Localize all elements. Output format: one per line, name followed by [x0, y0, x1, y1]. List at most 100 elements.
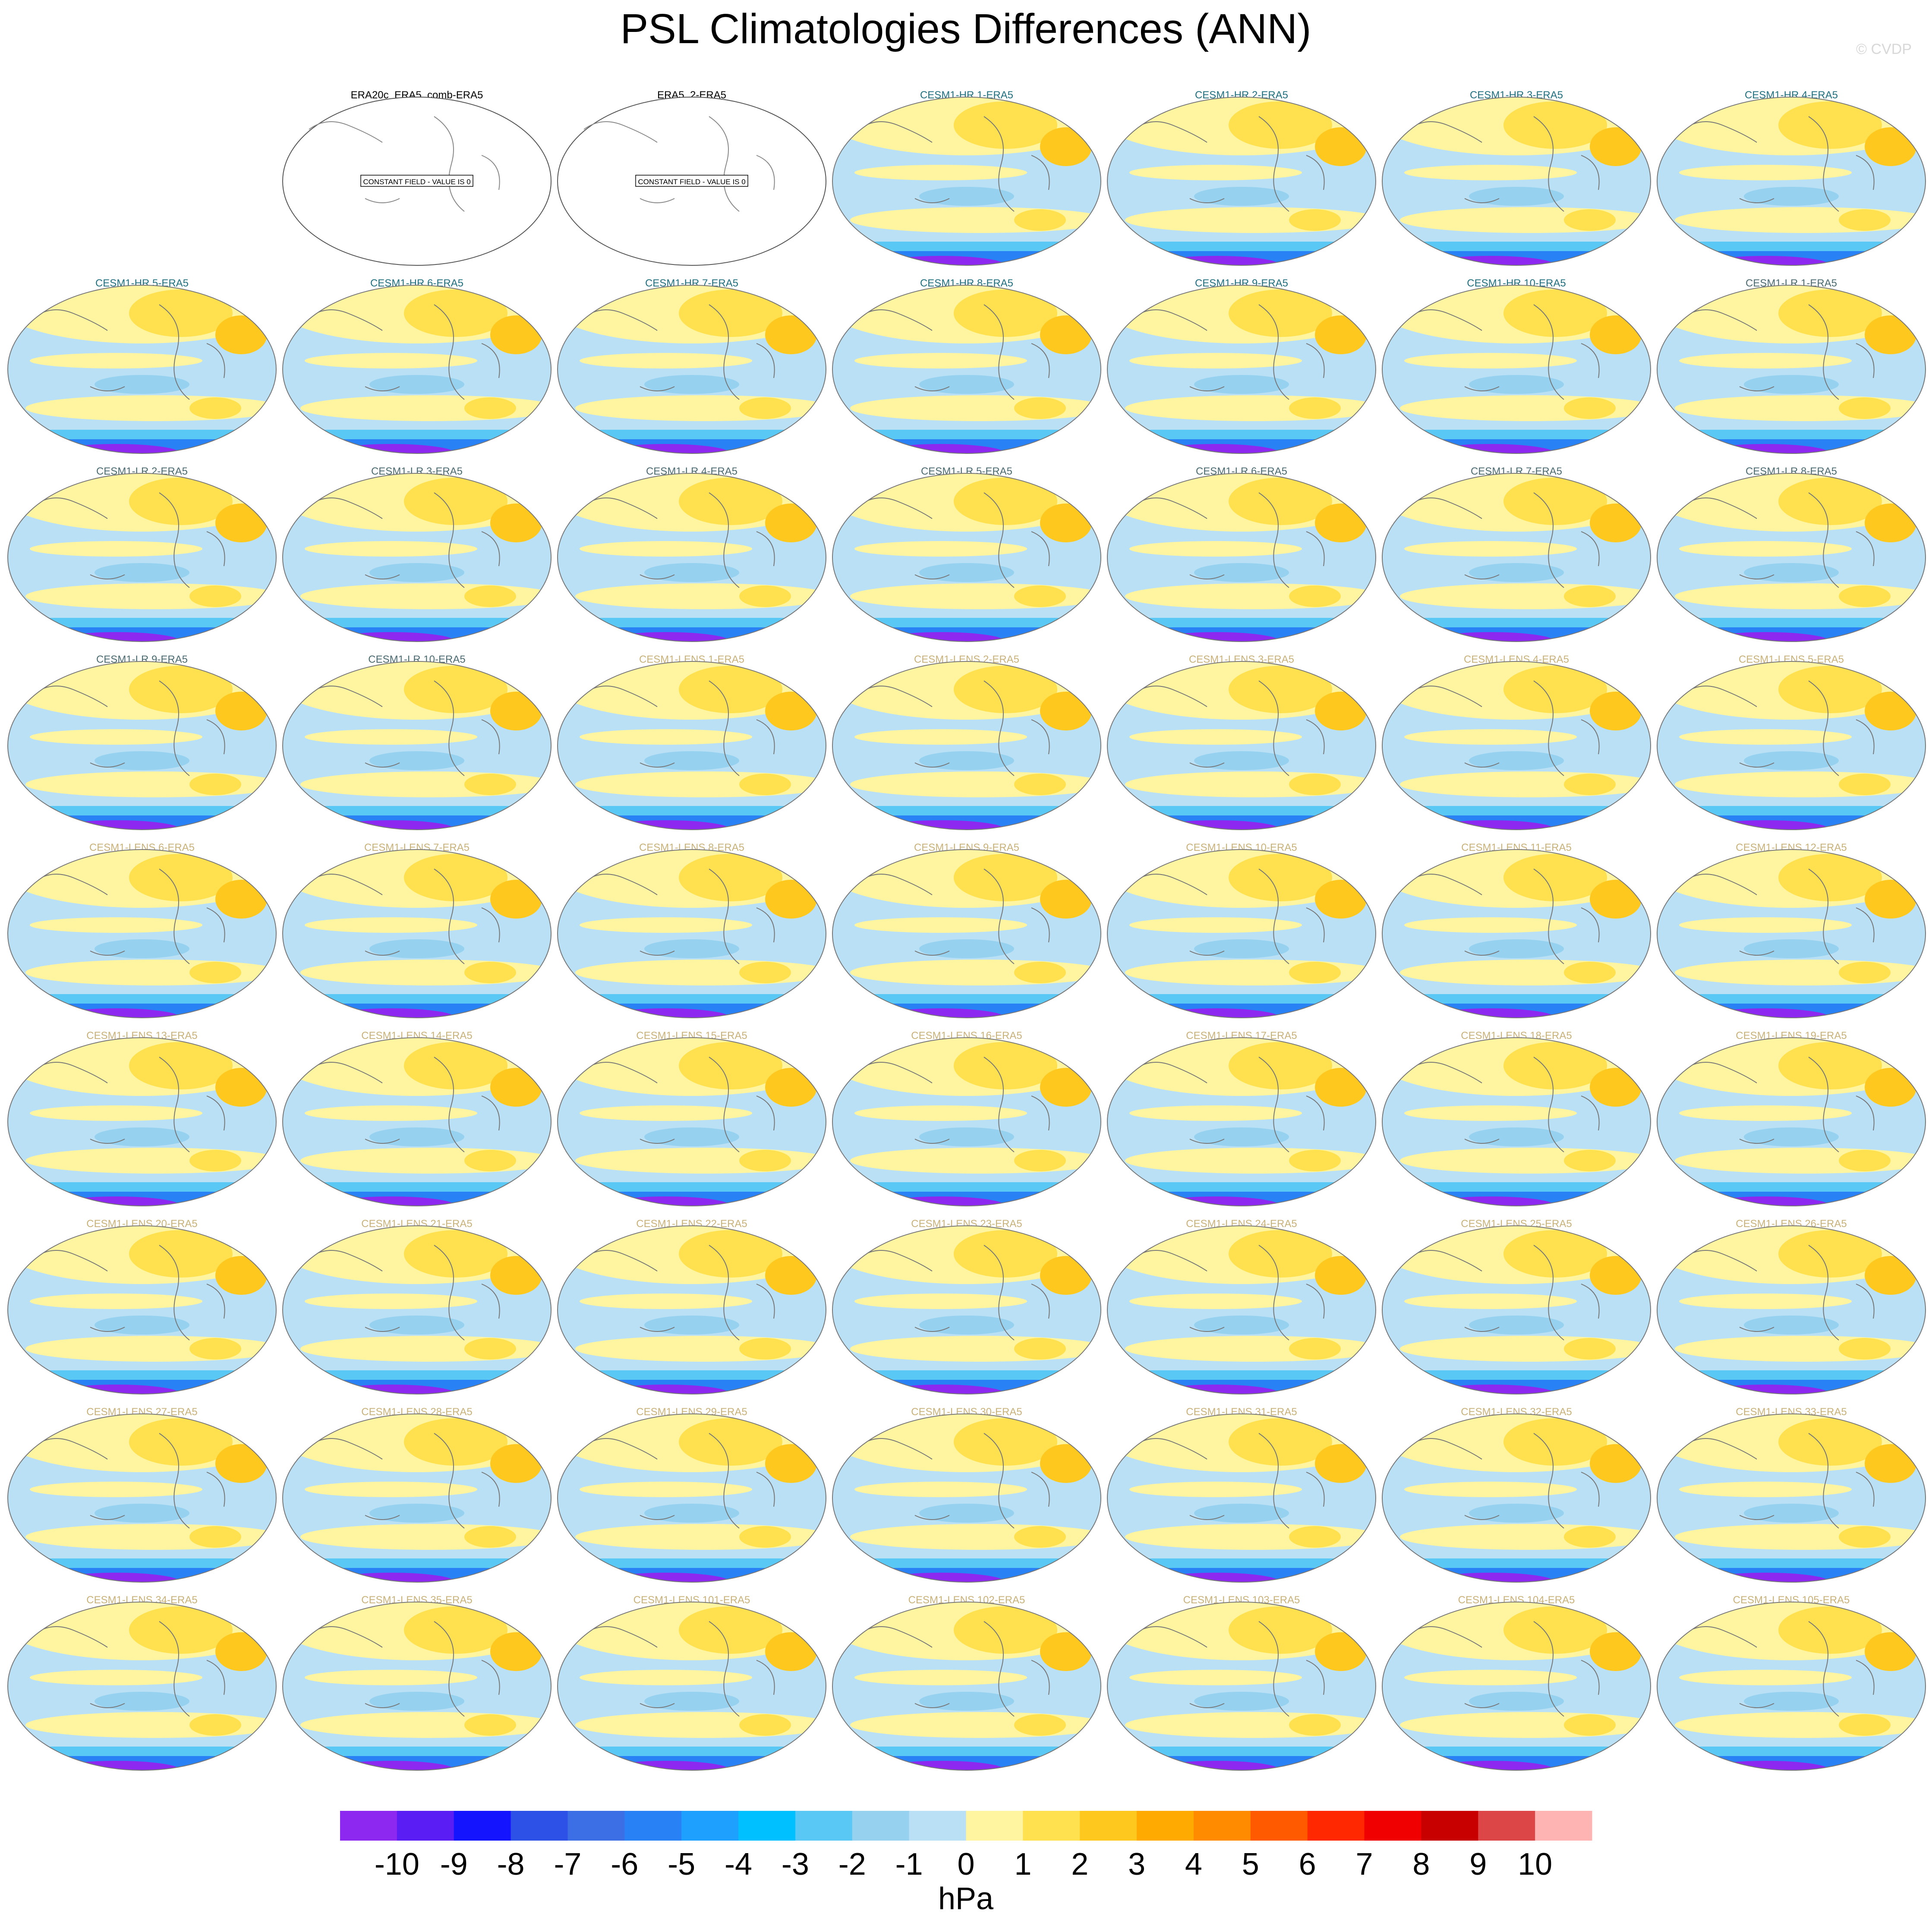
field-high — [129, 1606, 233, 1654]
field-pole — [1426, 1573, 1555, 1582]
map-panel: CESM1-LENS 24-ERA5 — [1107, 1218, 1376, 1394]
field-high — [129, 478, 233, 525]
colorbar-tick-label: -9 — [440, 1847, 468, 1882]
field-high — [954, 478, 1057, 525]
field-high — [679, 854, 782, 901]
field-high — [765, 504, 817, 542]
field-high — [1040, 692, 1092, 730]
field-band — [300, 1148, 551, 1174]
field-band — [850, 960, 1101, 985]
field-high — [1590, 1068, 1642, 1107]
coastlines — [309, 116, 500, 212]
field-high — [1503, 666, 1607, 713]
field — [1657, 1414, 1926, 1582]
field-high — [1315, 315, 1367, 354]
coastlines — [34, 492, 225, 588]
field-band — [1679, 541, 1852, 557]
field-high — [1315, 880, 1367, 919]
field — [283, 1414, 551, 1582]
field-high — [404, 1606, 507, 1654]
field — [1107, 1602, 1376, 1770]
field — [8, 1038, 276, 1206]
field-band — [1125, 395, 1376, 421]
globe-outline — [7, 473, 277, 642]
field-band — [1675, 207, 1926, 233]
globe-outline — [7, 849, 277, 1018]
field-band — [30, 1670, 202, 1685]
colorbar-tick-label: 1 — [1014, 1847, 1031, 1882]
globe-outline — [1382, 661, 1651, 830]
field-high — [765, 315, 817, 354]
map-panel: CESM1-LENS 9-ERA5 — [832, 842, 1101, 1018]
field-high — [1315, 504, 1367, 542]
field — [1382, 1226, 1651, 1394]
globe-outline — [1657, 1225, 1926, 1394]
field — [1657, 1038, 1926, 1206]
field-high — [1229, 1042, 1332, 1089]
map-panel: CESM1-LENS 18-ERA5 — [1382, 1030, 1651, 1206]
field-pole — [601, 820, 731, 830]
coastlines — [1683, 869, 1875, 964]
colorbar-box — [1137, 1811, 1194, 1841]
field-high — [1014, 962, 1066, 983]
field — [832, 850, 1101, 1018]
field-high — [1839, 209, 1891, 231]
globe — [832, 1037, 1101, 1206]
field-high — [954, 290, 1057, 337]
field-high — [129, 854, 233, 901]
field-pole — [1151, 1196, 1280, 1206]
field-high — [765, 692, 817, 730]
globe-outline — [7, 661, 277, 830]
globe — [1382, 849, 1651, 1018]
map-panel: CESM1-LENS 11-ERA5 — [1382, 842, 1651, 1018]
field-band — [25, 1148, 276, 1174]
map-panel: CESM1-LR 10-ERA5 — [282, 654, 552, 830]
field-pole — [601, 632, 731, 642]
field-high — [1839, 962, 1891, 983]
map-panel: CESM1-LENS 31-ERA5 — [1107, 1406, 1376, 1583]
field-band — [1125, 1524, 1376, 1550]
globe — [1382, 285, 1651, 454]
field-pole — [876, 1385, 1005, 1394]
field-high — [1014, 1526, 1066, 1548]
field-high — [464, 1526, 516, 1548]
field-high — [739, 1714, 791, 1736]
map-panel: CESM1-LENS 34-ERA5 — [7, 1594, 277, 1771]
field-high — [1590, 127, 1642, 166]
colorbar-tick-label: 9 — [1469, 1847, 1487, 1882]
globe-outline — [1107, 473, 1376, 642]
globe-outline — [1107, 1037, 1376, 1206]
coastlines — [1408, 680, 1600, 776]
field — [1107, 1226, 1376, 1394]
field-high — [1865, 504, 1916, 542]
field-band — [25, 1524, 276, 1550]
map-panel: CESM1-LENS 1-ERA5 — [557, 654, 826, 830]
field-band — [580, 1670, 752, 1685]
field-band — [1129, 729, 1302, 745]
field-high — [464, 397, 516, 419]
field-high — [1315, 1632, 1367, 1671]
field-high — [1014, 774, 1066, 795]
field — [8, 1602, 276, 1770]
globe — [7, 1602, 277, 1771]
field-pole — [876, 444, 1005, 453]
field — [8, 285, 276, 453]
globe-outline — [1107, 849, 1376, 1018]
globe-outline — [1107, 1602, 1376, 1771]
map-panel: CESM1-LR 6-ERA5 — [1107, 466, 1376, 642]
field-high — [1564, 1150, 1616, 1171]
field-high — [739, 962, 791, 983]
field-pole — [601, 1008, 731, 1018]
field-high — [215, 880, 267, 919]
field-high — [1040, 1632, 1092, 1671]
field-pole — [326, 1008, 456, 1018]
globe-outline — [1382, 285, 1651, 454]
globe — [557, 473, 826, 642]
globe-outline — [832, 849, 1101, 1018]
coastlines — [1133, 492, 1325, 588]
field — [558, 473, 826, 642]
field-pole — [1701, 256, 1830, 265]
map-panel: CESM1-LENS 28-ERA5 — [282, 1406, 552, 1583]
